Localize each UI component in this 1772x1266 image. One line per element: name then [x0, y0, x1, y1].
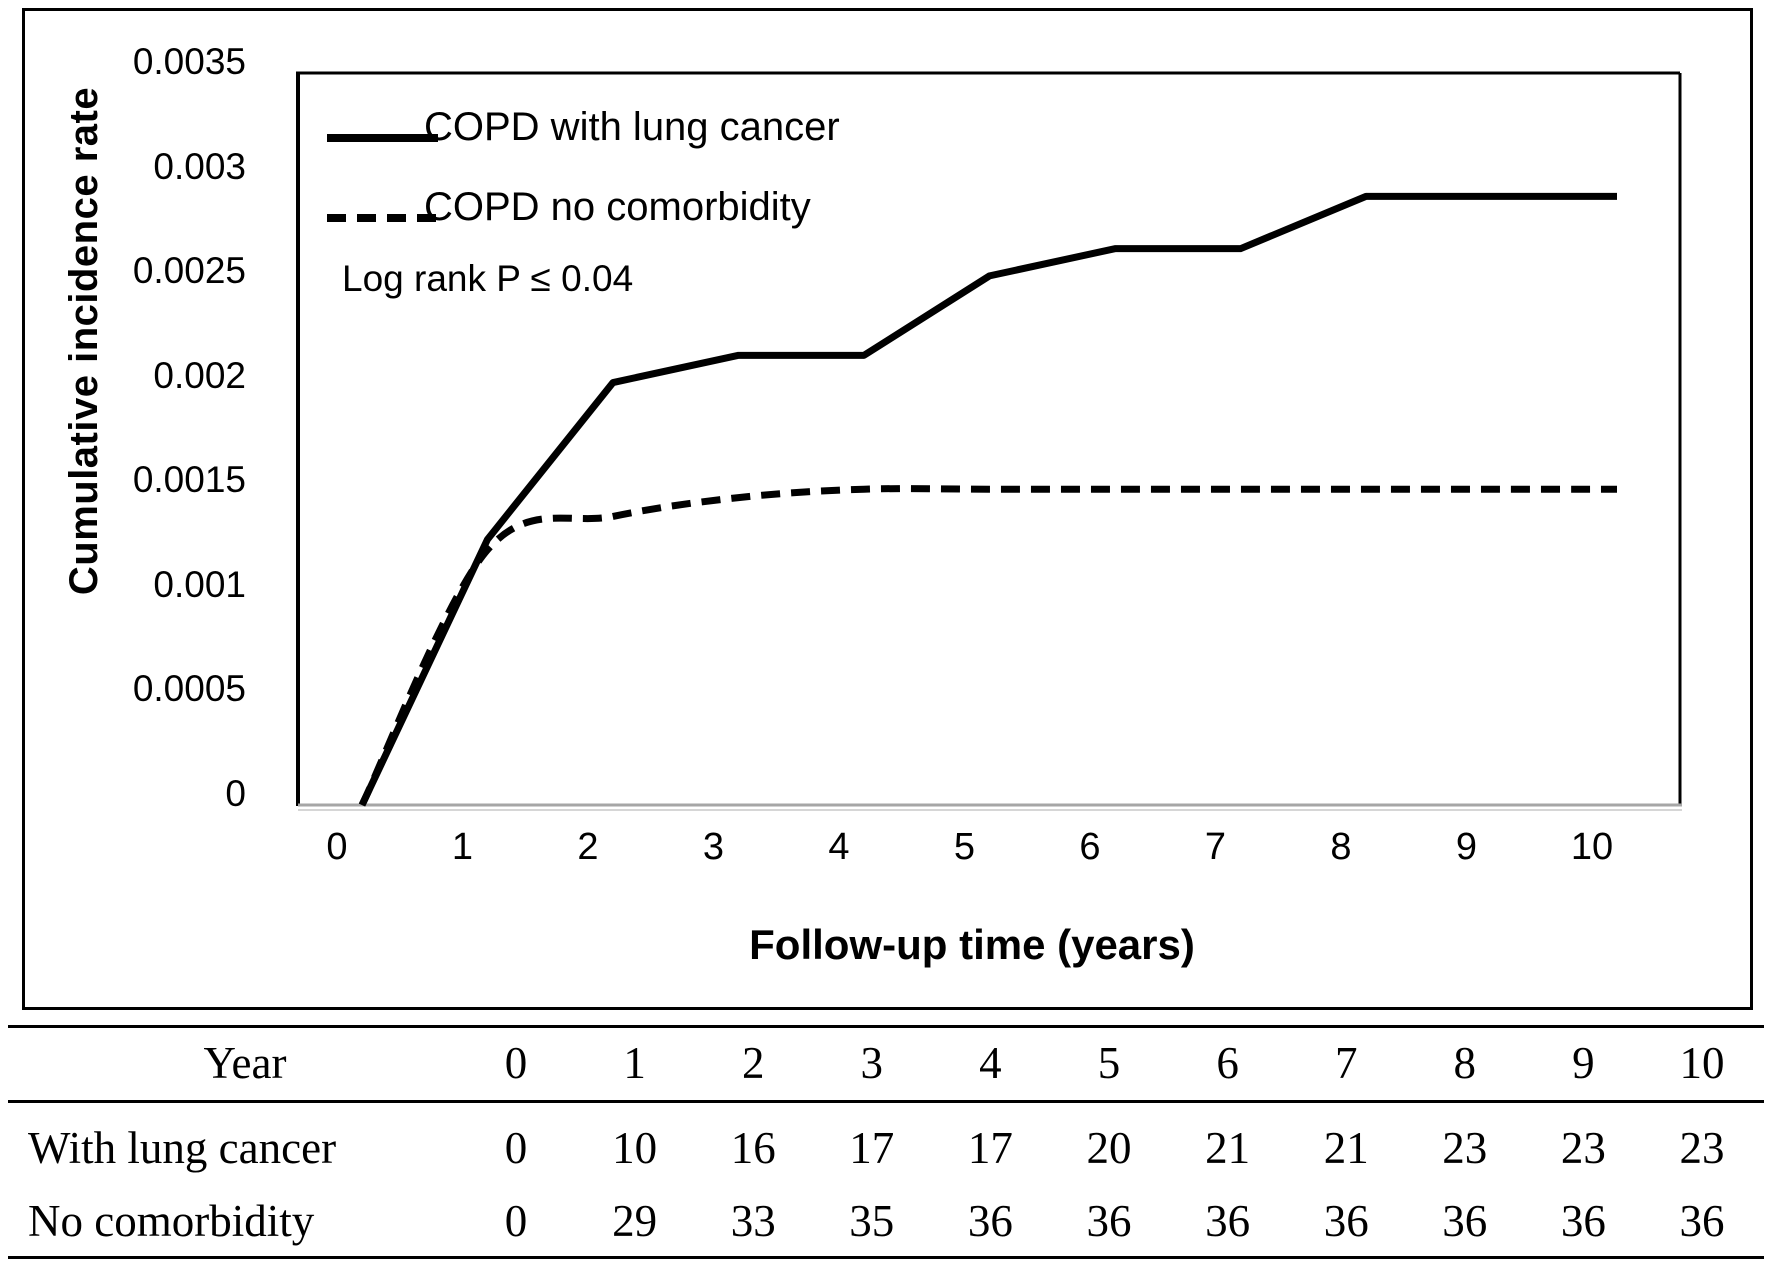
table-no-comorbidity-cell: 36 — [1560, 1196, 1606, 1246]
x-axis-title: Follow-up time (years) — [749, 921, 1195, 968]
table-no-comorbidity-cell: 0 — [504, 1196, 528, 1246]
table-year-cell: 8 — [1453, 1038, 1477, 1088]
x-tick-label: 2 — [577, 826, 599, 868]
legend-label-copd-no-comorbidity: COPD no comorbidity — [424, 185, 811, 229]
table-with-lung-cancer-cell: 16 — [730, 1123, 776, 1173]
series-copd-with-lung-cancer — [358, 192, 1617, 807]
table-header-rule — [8, 1100, 1764, 1103]
y-tick-label: 0.0025 — [132, 250, 246, 292]
y-tick-label: 0 — [225, 773, 246, 814]
legend-label-copd-with-lung-cancer: COPD with lung cancer — [424, 105, 840, 149]
table-with-lung-cancer-cell: 23 — [1679, 1123, 1725, 1173]
table-bottom-rule — [8, 1256, 1764, 1259]
table-year-cell: 4 — [979, 1038, 1002, 1088]
table-year-cell: 5 — [1097, 1038, 1121, 1088]
x-tick-label: 7 — [1204, 826, 1227, 868]
table-with-lung-cancer-cell: 23 — [1560, 1123, 1606, 1173]
table-no-comorbidity-cell: 29 — [612, 1196, 658, 1246]
table-header-year: Year — [203, 1038, 287, 1088]
chart-panel — [22, 8, 1753, 1010]
table-with-lung-cancer-cell: 20 — [1086, 1123, 1132, 1173]
table-year-cell: 10 — [1679, 1038, 1725, 1088]
y-tick-label: 0.003 — [153, 145, 246, 187]
table-row-label-with-lung-cancer: With lung cancer — [28, 1123, 337, 1173]
table-year-cell: 9 — [1572, 1038, 1595, 1088]
table-with-lung-cancer-cell: 23 — [1442, 1123, 1488, 1173]
table-year-cell: 6 — [1216, 1038, 1239, 1088]
x-tick-label: 1 — [451, 826, 474, 868]
x-tick-label: 8 — [1330, 826, 1352, 868]
log-rank-annotation: Log rank P ≤ 0.04 — [342, 258, 634, 299]
x-tick-label: 10 — [1570, 826, 1614, 868]
x-tick-label: 5 — [953, 826, 976, 868]
table-no-comorbidity-cell: 33 — [730, 1196, 776, 1246]
chart-canvas — [296, 71, 1682, 811]
table-with-lung-cancer-cell: 21 — [1205, 1123, 1251, 1173]
table-no-comorbidity-cell: 36 — [1086, 1196, 1132, 1246]
x-tick-label: 0 — [326, 826, 348, 868]
table-no-comorbidity-cell: 36 — [1442, 1196, 1488, 1246]
table-with-lung-cancer-cell: 10 — [612, 1123, 658, 1173]
table-with-lung-cancer-cell: 21 — [1323, 1123, 1369, 1173]
x-tick-label: 4 — [828, 826, 850, 868]
table-row-label-no-comorbidity: No comorbidity — [28, 1196, 315, 1246]
table-with-lung-cancer-cell: 17 — [849, 1123, 895, 1173]
x-tick-label: 9 — [1455, 826, 1478, 868]
table-year-cell: 2 — [741, 1038, 765, 1088]
table-top-rule — [8, 1025, 1764, 1028]
y-tick-label: 0.0035 — [132, 41, 246, 82]
table-year-cell: 1 — [623, 1038, 646, 1088]
table-year-cell: 0 — [504, 1038, 528, 1088]
table-with-lung-cancer-cell: 0 — [504, 1123, 528, 1173]
table-no-comorbidity-cell: 36 — [1323, 1196, 1369, 1246]
table-year-cell: 3 — [860, 1038, 884, 1088]
y-tick-label: 0.001 — [153, 563, 246, 605]
y-tick-label: 0.0015 — [132, 459, 246, 501]
y-tick-label: 0.0005 — [132, 668, 246, 710]
table-no-comorbidity-cell: 36 — [1205, 1196, 1251, 1246]
table-no-comorbidity-cell: 36 — [1679, 1196, 1725, 1246]
x-tick-label: 3 — [702, 826, 725, 868]
table-no-comorbidity-cell: 36 — [967, 1196, 1013, 1246]
series-copd-no-comorbidity — [358, 485, 1617, 807]
table-with-lung-cancer-cell: 17 — [967, 1123, 1013, 1173]
y-tick-label: 0.002 — [153, 354, 246, 396]
table-no-comorbidity-cell: 35 — [849, 1196, 895, 1246]
x-tick-label: 6 — [1079, 826, 1101, 868]
table-year-cell: 7 — [1334, 1038, 1358, 1088]
y-axis-title: Cumulative incidence rate — [62, 86, 106, 596]
